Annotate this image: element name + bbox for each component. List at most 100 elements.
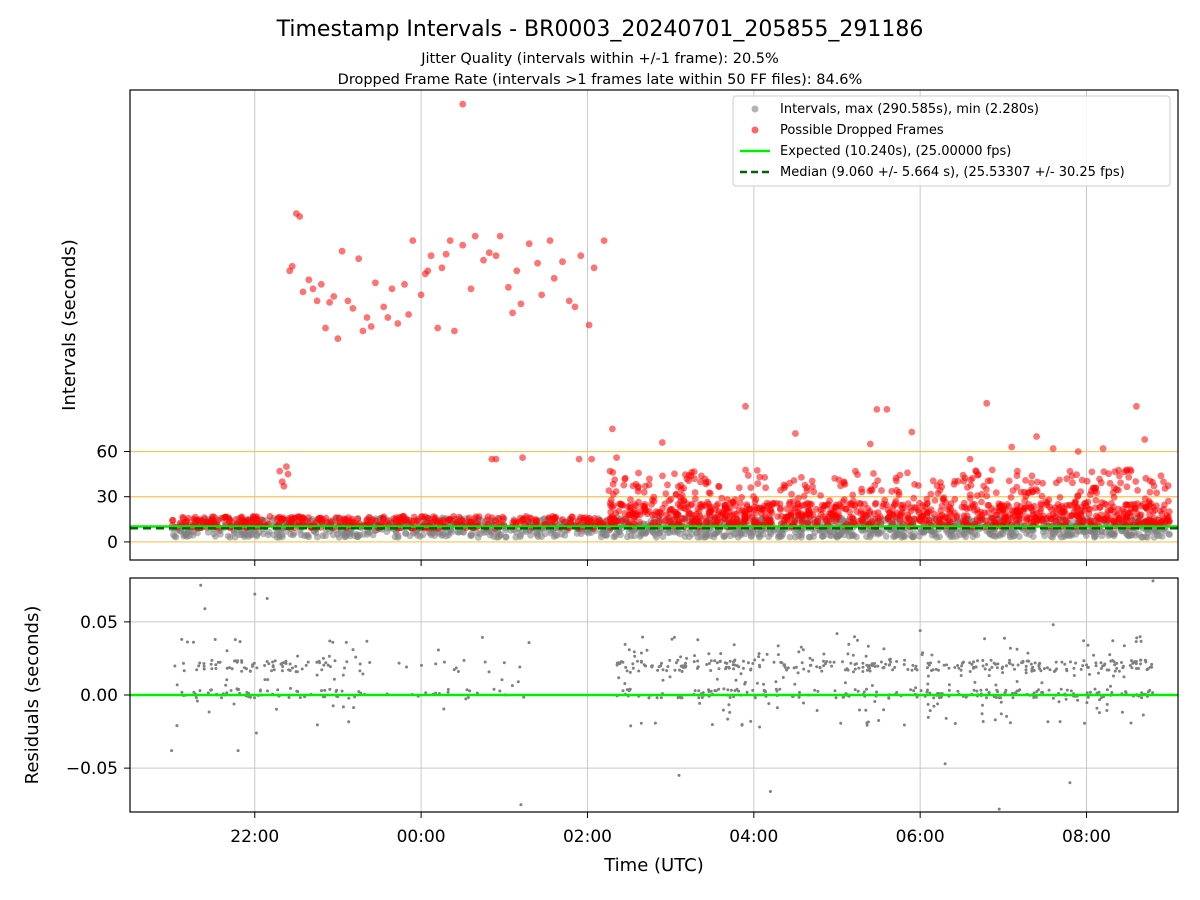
dropped-point — [1068, 472, 1076, 480]
intervals-y-tick-label: 30 — [96, 488, 118, 508]
residual-point — [1027, 659, 1031, 663]
dropped-point — [672, 513, 680, 521]
dropped-point — [962, 520, 970, 527]
dropped-point — [326, 299, 333, 306]
dropped-point — [729, 498, 737, 506]
dropped-point — [866, 507, 874, 515]
residual-point — [633, 654, 637, 658]
interval-point — [1108, 530, 1116, 538]
dropped-point — [475, 513, 483, 520]
residual-point — [902, 663, 906, 666]
residual-point — [1099, 696, 1103, 700]
residual-point — [985, 696, 988, 700]
dropped-point — [677, 481, 685, 489]
dropped-point — [881, 496, 889, 504]
dropped-point — [989, 514, 996, 522]
residual-point — [876, 664, 880, 668]
dropped-point — [344, 297, 352, 305]
dropped-point — [1099, 445, 1107, 452]
residual-point — [858, 708, 861, 712]
dropped-point — [1125, 473, 1133, 481]
interval-point — [928, 531, 936, 539]
residual-point — [757, 652, 761, 656]
residual-point — [287, 668, 291, 672]
dropped-point — [609, 469, 617, 476]
residual-point — [749, 668, 753, 672]
residual-point — [510, 684, 514, 688]
residual-point — [981, 659, 985, 662]
dropped-point — [942, 514, 950, 522]
dropped-point — [1079, 503, 1086, 511]
dropped-point — [780, 484, 788, 492]
dropped-point — [363, 314, 371, 321]
dropped-point — [849, 491, 857, 499]
dropped-point — [737, 499, 744, 507]
residual-point — [289, 686, 292, 690]
interval-point — [1010, 532, 1017, 540]
x-axis-label: Time (UTC) — [603, 855, 704, 876]
residual-point — [884, 662, 888, 666]
residual-point — [735, 664, 739, 668]
dropped-point — [734, 519, 741, 526]
dropped-point — [401, 280, 408, 288]
dropped-point — [442, 250, 450, 258]
dropped-point — [770, 500, 777, 508]
residual-point — [225, 691, 229, 695]
interval-point — [346, 532, 354, 540]
residual-point — [1088, 672, 1091, 676]
interval-point — [541, 530, 549, 538]
dropped-point — [896, 517, 904, 524]
interval-point — [676, 530, 684, 538]
dropped-point — [764, 516, 772, 524]
dropped-point — [916, 499, 923, 507]
dropped-point — [980, 482, 988, 490]
dropped-point — [635, 469, 642, 477]
residual-point — [322, 663, 326, 667]
dropped-point — [992, 489, 1000, 497]
residual-point — [705, 663, 709, 666]
dropped-point — [629, 482, 637, 490]
dropped-point — [434, 324, 442, 332]
interval-point — [428, 530, 436, 537]
residual-point — [518, 665, 522, 669]
dropped-point — [1061, 508, 1069, 515]
dropped-point — [519, 454, 526, 461]
interval-point — [319, 532, 327, 540]
dropped-point — [299, 288, 307, 296]
residual-point — [240, 659, 244, 663]
residual-point — [462, 658, 466, 662]
residual-point — [251, 663, 255, 667]
legend-label-median: Median (9.060 +/- 5.664 s), (25.53307 +/… — [780, 165, 1125, 180]
residual-point — [906, 668, 910, 671]
residual-point — [857, 666, 861, 670]
dropped-point — [874, 509, 882, 516]
dropped-point — [878, 487, 885, 494]
interval-point — [1026, 531, 1033, 538]
residual-point — [822, 652, 826, 656]
residual-point — [856, 689, 860, 693]
residual-point — [913, 667, 917, 671]
residual-point — [464, 697, 468, 701]
residual-point — [170, 749, 174, 753]
dropped-point — [951, 495, 959, 503]
residual-point — [968, 670, 972, 673]
dropped-point — [330, 293, 338, 300]
dropped-point — [418, 513, 425, 520]
residual-point — [1040, 690, 1044, 694]
dropped-point — [446, 237, 454, 245]
residual-point — [1148, 688, 1152, 692]
dropped-point — [284, 470, 292, 478]
residual-point — [332, 677, 336, 681]
dropped-point — [1037, 505, 1045, 513]
dropped-point — [610, 516, 618, 524]
residual-point — [195, 668, 199, 672]
residual-point — [368, 661, 372, 664]
dropped-point — [1077, 512, 1085, 519]
residual-point — [320, 689, 323, 693]
residual-point — [911, 663, 915, 667]
dropped-point — [740, 517, 748, 525]
dropped-point — [424, 267, 432, 275]
residual-point — [985, 663, 989, 666]
residual-point — [351, 648, 355, 652]
dropped-point — [667, 495, 675, 503]
